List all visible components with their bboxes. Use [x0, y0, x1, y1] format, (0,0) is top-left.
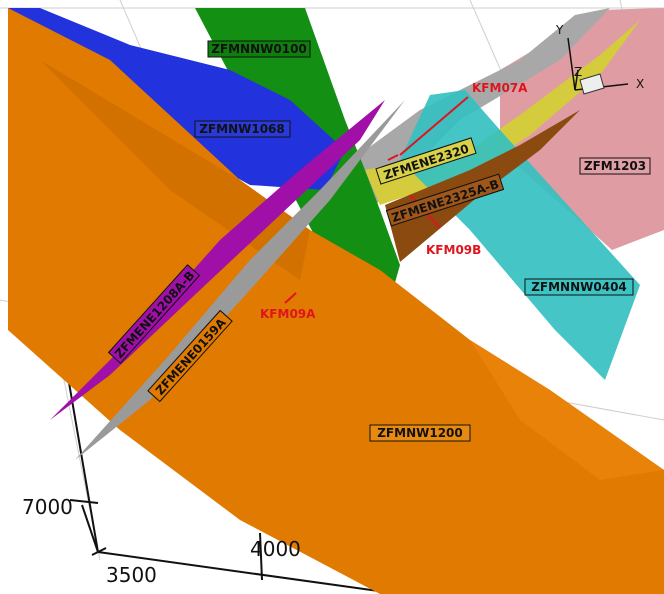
axis-tick-7000: 7000 — [22, 495, 73, 519]
svg-text:ZFMNNW0404: ZFMNNW0404 — [531, 280, 627, 294]
svg-text:ZFMNNW0100: ZFMNNW0100 — [211, 42, 307, 56]
svg-text:ZFM1203: ZFM1203 — [584, 159, 646, 173]
triad-z-label: Z — [574, 65, 582, 79]
label-zfmnw1068: ZFMNW1068 — [194, 120, 291, 138]
triad-x-label: X — [636, 77, 644, 91]
zone-plane-zfmene0159a[interactable] — [75, 100, 405, 460]
label-zfmnnw0100: ZFMNNW0100 — [207, 40, 311, 58]
label-zfm1203: ZFM1203 — [579, 157, 651, 175]
svg-text:ZFMNW1068: ZFMNW1068 — [199, 122, 285, 136]
axis-tick-4000: 4000 — [250, 537, 301, 561]
axis-frame — [59, 329, 401, 594]
triad-y-label: Y — [555, 23, 564, 37]
label-zfmnnw0404: ZFMNNW0404 — [524, 278, 634, 296]
label-kfm07a: KFM07A — [472, 81, 528, 95]
zone-plane-zfmnnw0404[interactable] — [400, 90, 640, 380]
label-kfm09a: KFM09A — [260, 307, 316, 321]
zone-plane-zfmnw1200-shade — [470, 340, 664, 480]
orientation-triad: Y X Z — [555, 23, 644, 95]
label-zfmnw1200: ZFMNW1200 — [369, 424, 471, 442]
label-kfm09b: KFM09B — [426, 243, 481, 257]
zone-plane-gray[interactable] — [330, 8, 610, 260]
axis-tick-3500: 3500 — [106, 563, 157, 587]
svg-text:ZFMNW1200: ZFMNW1200 — [377, 426, 463, 440]
